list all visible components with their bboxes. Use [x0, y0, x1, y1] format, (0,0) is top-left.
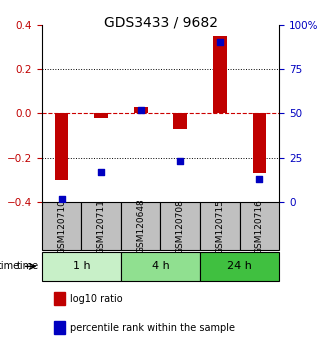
Point — [217, 40, 222, 45]
Bar — [94, 113, 108, 118]
Text: GSM120648: GSM120648 — [136, 199, 145, 253]
Point — [59, 196, 64, 202]
Text: time: time — [0, 261, 20, 272]
Text: 4 h: 4 h — [152, 261, 169, 272]
Text: GSM120708: GSM120708 — [176, 199, 185, 253]
FancyBboxPatch shape — [81, 202, 121, 250]
Point — [99, 169, 104, 175]
Bar — [134, 107, 148, 113]
Point — [257, 176, 262, 182]
FancyBboxPatch shape — [200, 252, 279, 281]
Point — [138, 107, 143, 113]
FancyBboxPatch shape — [200, 202, 240, 250]
FancyBboxPatch shape — [160, 202, 200, 250]
Text: GSM120716: GSM120716 — [255, 199, 264, 253]
Text: percentile rank within the sample: percentile rank within the sample — [70, 322, 235, 333]
FancyBboxPatch shape — [42, 202, 81, 250]
Point — [178, 158, 183, 164]
Bar — [55, 113, 68, 180]
Bar — [173, 113, 187, 129]
Text: GSM120710: GSM120710 — [57, 199, 66, 253]
FancyBboxPatch shape — [121, 252, 200, 281]
FancyBboxPatch shape — [42, 252, 121, 281]
Text: GSM120715: GSM120715 — [215, 199, 224, 253]
Text: GSM120711: GSM120711 — [97, 199, 106, 253]
Bar — [54, 321, 65, 334]
Text: 24 h: 24 h — [227, 261, 252, 272]
Bar — [213, 36, 227, 113]
Text: GDS3433 / 9682: GDS3433 / 9682 — [103, 16, 218, 30]
Text: time: time — [17, 261, 39, 272]
Bar — [253, 113, 266, 173]
FancyBboxPatch shape — [240, 202, 279, 250]
FancyBboxPatch shape — [121, 202, 160, 250]
Bar — [54, 292, 65, 305]
Text: log10 ratio: log10 ratio — [70, 293, 123, 304]
Text: 1 h: 1 h — [73, 261, 90, 272]
